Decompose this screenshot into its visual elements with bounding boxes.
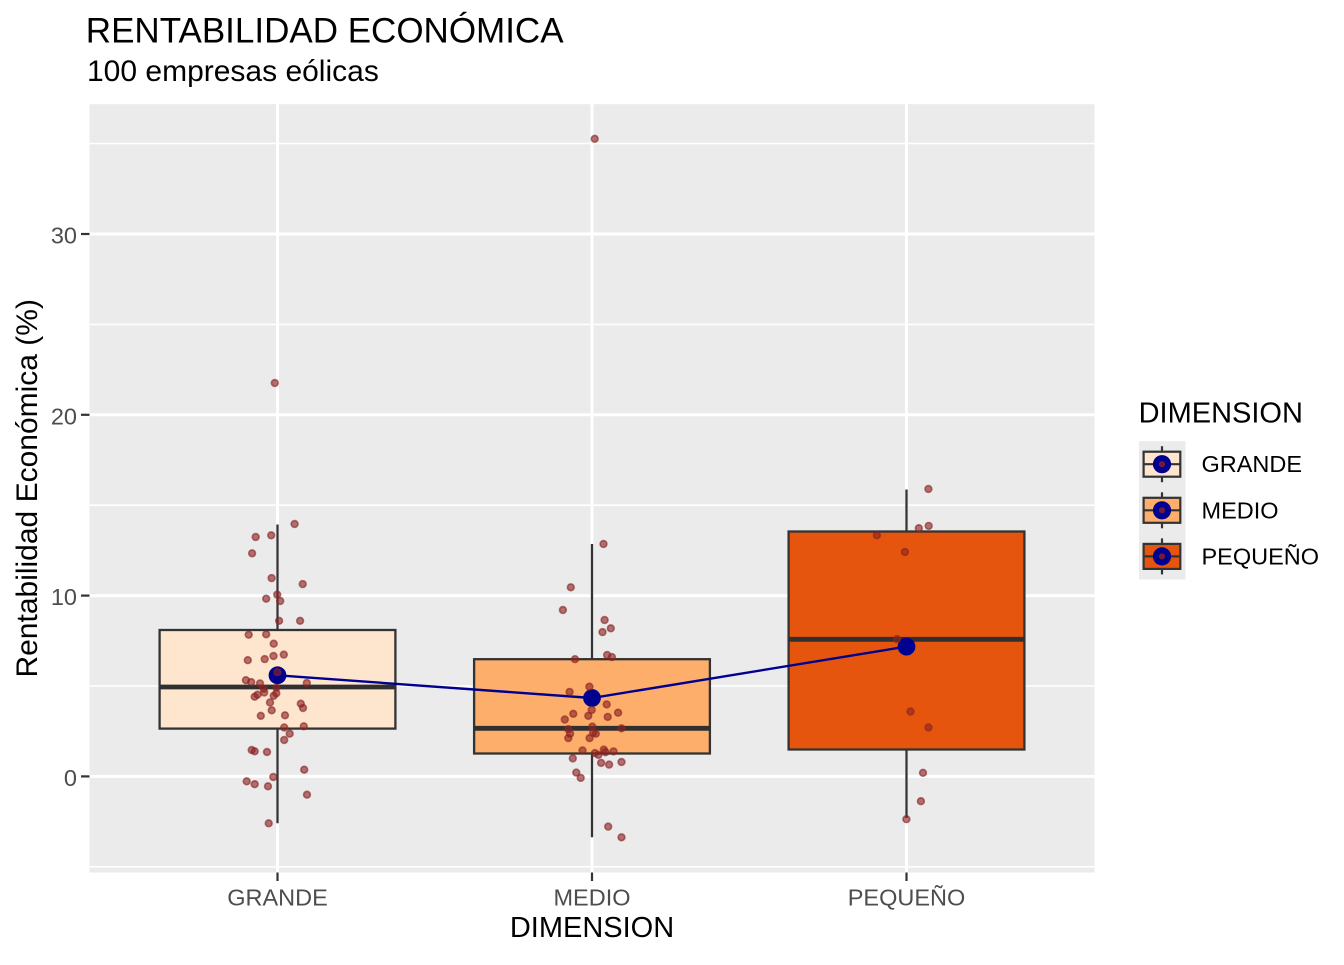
svg-text:DIMENSION: DIMENSION xyxy=(510,912,674,944)
svg-text:30: 30 xyxy=(51,223,77,249)
svg-text:100 empresas eólicas: 100 empresas eólicas xyxy=(87,55,379,88)
svg-text:GRANDE: GRANDE xyxy=(1202,451,1303,477)
svg-text:PEQUEÑO: PEQUEÑO xyxy=(1202,543,1320,569)
svg-text:DIMENSION: DIMENSION xyxy=(1139,397,1303,429)
svg-text:20: 20 xyxy=(51,403,77,429)
svg-text:RENTABILIDAD ECONÓMICA: RENTABILIDAD ECONÓMICA xyxy=(86,12,564,51)
svg-text:PEQUEÑO: PEQUEÑO xyxy=(848,885,966,911)
svg-text:10: 10 xyxy=(51,584,77,610)
svg-text:Rentabilidad Económica (%): Rentabilidad Económica (%) xyxy=(11,299,44,678)
svg-text:MEDIO: MEDIO xyxy=(1202,497,1279,523)
svg-text:MEDIO: MEDIO xyxy=(553,885,630,911)
svg-text:GRANDE: GRANDE xyxy=(227,885,328,911)
svg-text:0: 0 xyxy=(64,765,77,791)
